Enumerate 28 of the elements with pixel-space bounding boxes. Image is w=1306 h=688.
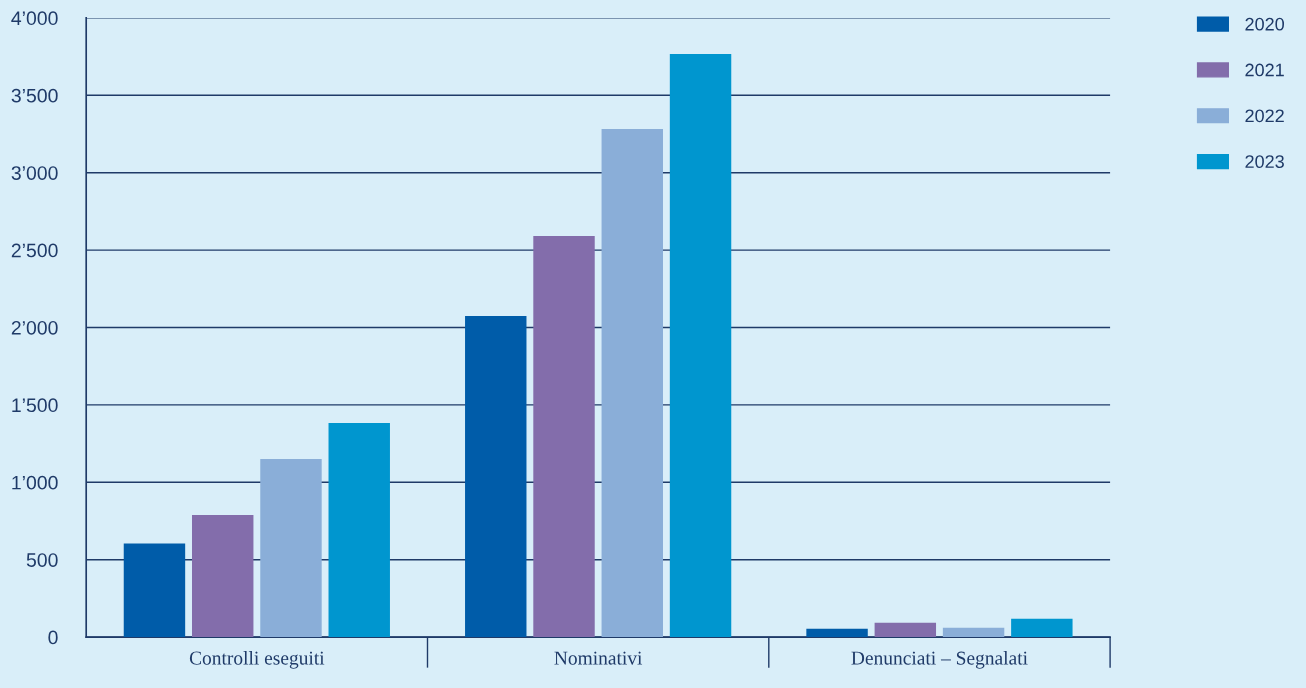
legend-label: 2020 xyxy=(1245,17,1285,31)
bar xyxy=(328,423,390,638)
bar xyxy=(260,459,322,638)
y-tick-label: 500 xyxy=(26,553,58,567)
bar xyxy=(465,316,527,638)
legend-label: 2022 xyxy=(1245,109,1284,123)
y-tick-label: 4’000 xyxy=(11,11,58,26)
y-tick-label: 1’500 xyxy=(12,398,58,413)
bar xyxy=(601,129,663,638)
y-tick-label: 2’500 xyxy=(11,243,58,258)
bar xyxy=(942,627,1005,638)
y-tick-label: 2’000 xyxy=(11,320,58,335)
bar xyxy=(123,543,186,638)
bar xyxy=(806,628,868,638)
legend-label: 2023 xyxy=(1245,155,1284,169)
bar xyxy=(1011,618,1073,638)
x-tick-label: Denunciati – Segnalati xyxy=(851,650,1028,669)
bar xyxy=(192,515,254,638)
y-tick-label: 1’000 xyxy=(12,475,58,490)
bar xyxy=(533,236,595,638)
y-tick-label: 3’000 xyxy=(11,166,58,180)
legend-label: 2021 xyxy=(1245,63,1284,77)
bar xyxy=(874,622,937,638)
y-tick-label: 0 xyxy=(48,630,58,645)
x-tick-label: Nominativi xyxy=(554,651,643,665)
bar xyxy=(669,54,732,638)
x-tick-label: Controlli eseguiti xyxy=(189,650,325,669)
y-tick-label: 3’500 xyxy=(11,88,58,103)
